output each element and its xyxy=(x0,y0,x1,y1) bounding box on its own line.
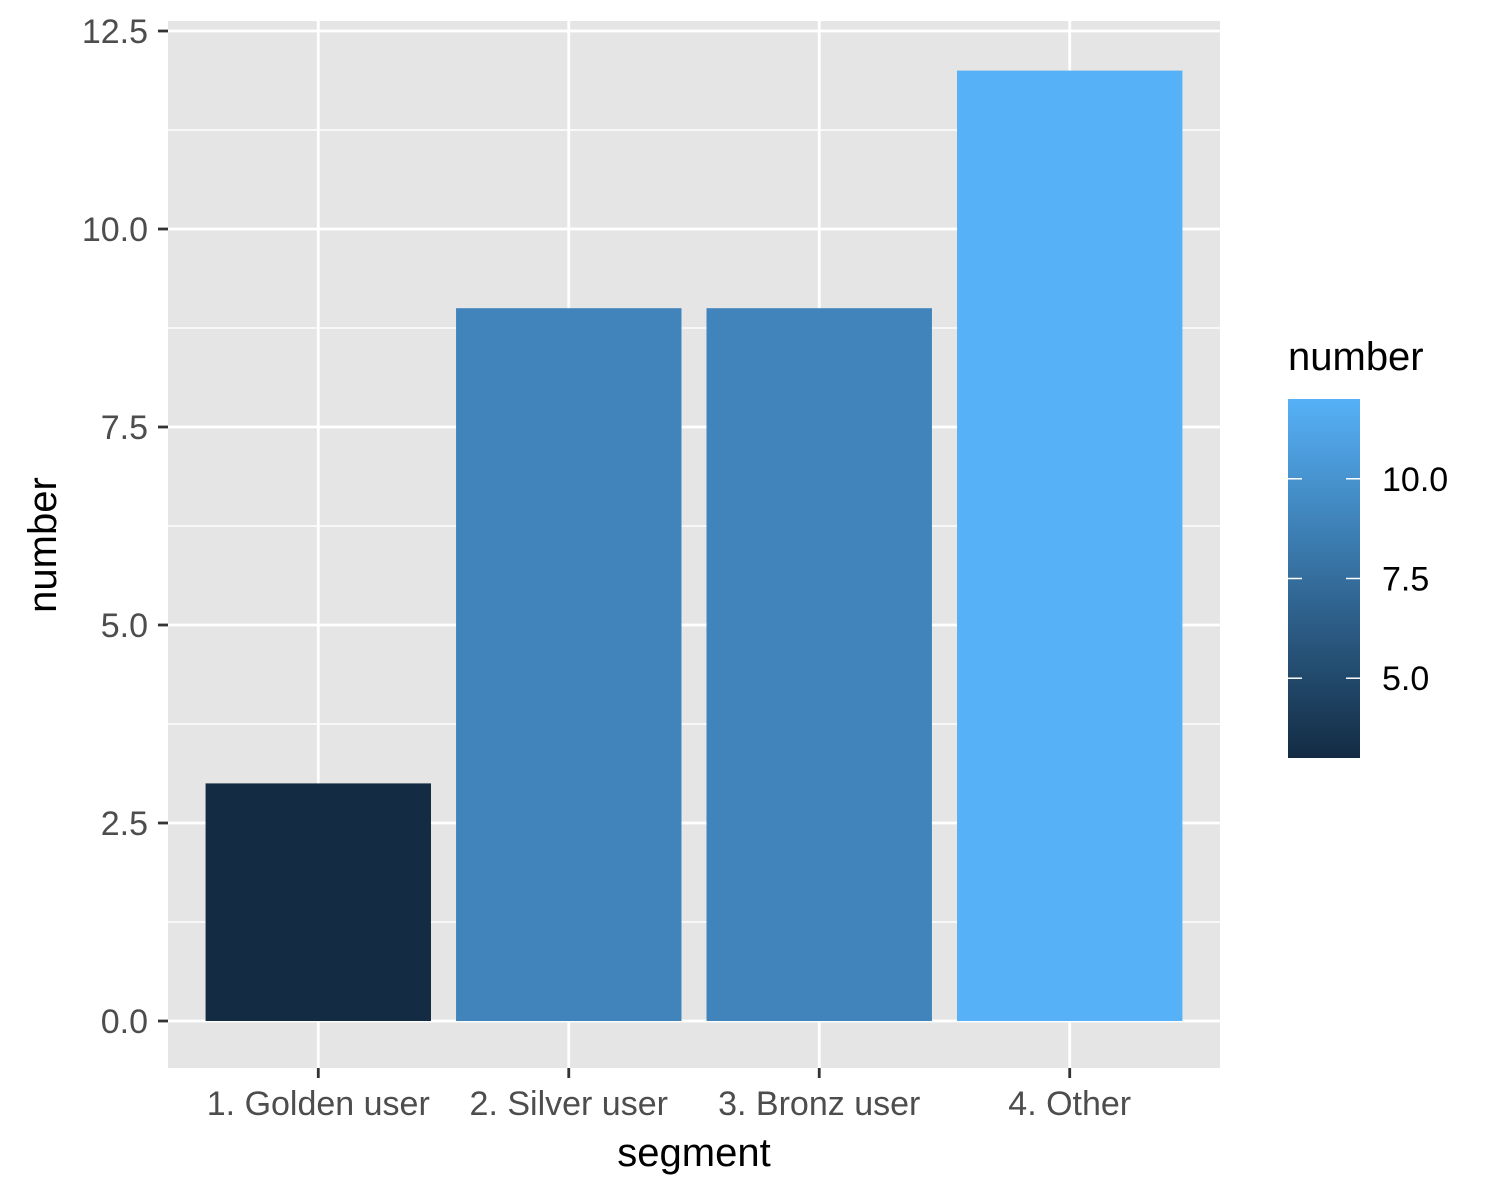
x-axis-title: segment xyxy=(617,1131,770,1175)
x-axis: 1. Golden user 2. Silver user 3. Bronz use… xyxy=(207,1068,1131,1123)
y-tick-label: 10.0 xyxy=(82,211,148,249)
bar xyxy=(706,308,932,1021)
y-tick-label: 12.5 xyxy=(82,13,148,51)
y-tick-label: 2.5 xyxy=(101,805,148,843)
x-tick-label: 2. Silver user xyxy=(470,1085,668,1123)
bar xyxy=(205,783,431,1021)
colorbar-ticks: 5.0 7.5 10.0 xyxy=(1288,461,1448,698)
y-tick-label: 7.5 xyxy=(101,409,148,447)
bar xyxy=(957,70,1183,1022)
legend-title: number xyxy=(1288,335,1424,379)
colorbar-legend: number 5.0 7.5 10.0 xyxy=(1288,335,1448,758)
bar xyxy=(456,308,682,1021)
x-tick-label: 1. Golden user xyxy=(207,1085,430,1123)
y-axis-title: number xyxy=(21,477,65,613)
y-tick-label: 0.0 xyxy=(101,1003,148,1041)
colorbar-tick-label: 7.5 xyxy=(1382,561,1429,599)
colorbar-tick-label: 10.0 xyxy=(1382,461,1448,499)
x-tick-label: 3. Bronz user xyxy=(718,1085,920,1123)
bars xyxy=(205,70,1183,1022)
colorbar-tick-label: 5.0 xyxy=(1382,660,1429,698)
y-axis: 0.0 2.5 5.0 7.5 10.0 12.5 xyxy=(82,13,168,1041)
x-tick-label: 4. Other xyxy=(1008,1085,1131,1123)
y-tick-label: 5.0 xyxy=(101,607,148,645)
